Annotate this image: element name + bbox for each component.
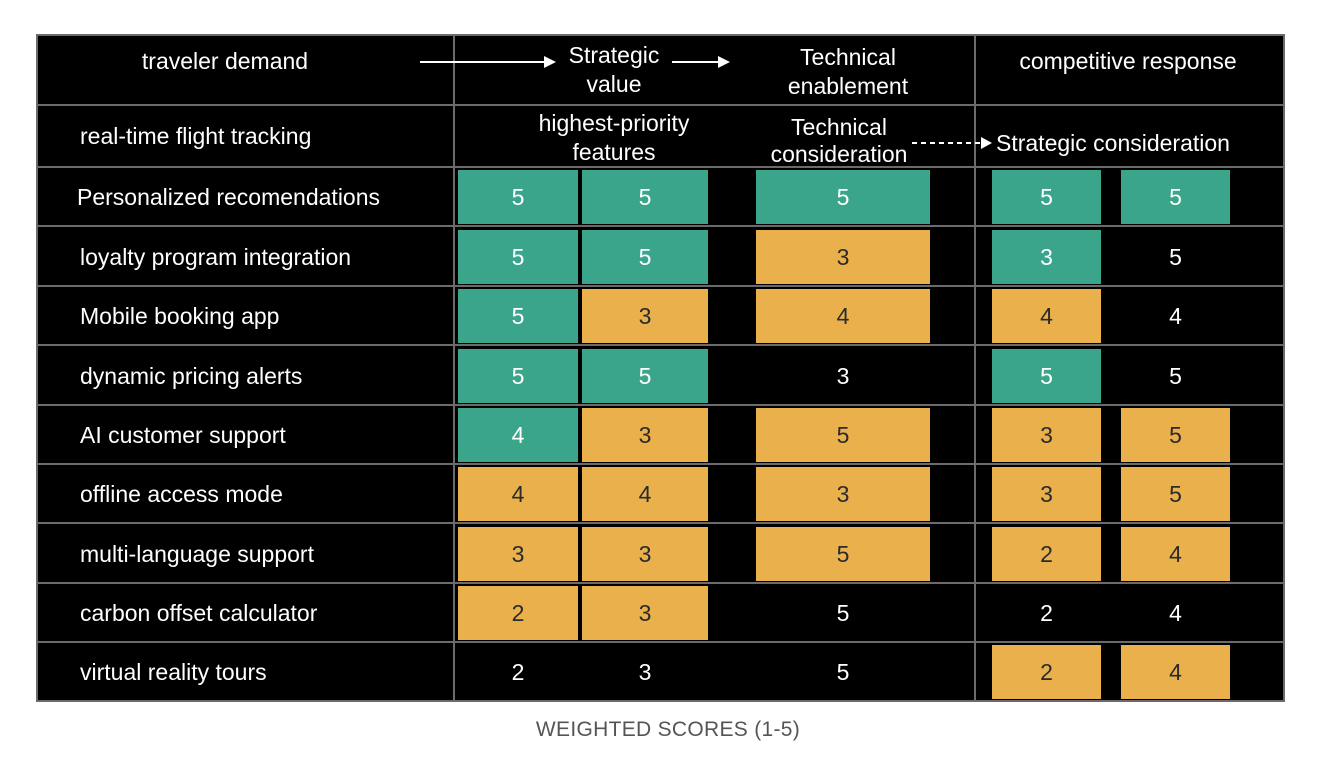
row-label: offline access mode xyxy=(80,481,283,507)
score-cell: 5 xyxy=(458,349,578,403)
score-cell: 5 xyxy=(458,230,578,284)
grid-line xyxy=(36,582,1285,584)
score-cell: 5 xyxy=(1121,408,1230,462)
grid-line xyxy=(453,34,455,702)
row-label: Personalized recomendations xyxy=(77,184,381,210)
score-cell: 5 xyxy=(458,170,578,224)
score-cell: 4 xyxy=(458,408,578,462)
score-cell: 3 xyxy=(582,527,708,581)
score-cell: 4 xyxy=(1169,599,1182,626)
score-cell: 5 xyxy=(836,599,850,626)
score-cell: 2 xyxy=(511,658,525,685)
header-traveler-demand: traveler demand xyxy=(141,48,309,74)
score-cell: 5 xyxy=(992,349,1101,403)
score-cell: 5 xyxy=(1121,170,1230,224)
row-label: virtual reality tours xyxy=(80,659,267,685)
row-label: carbon offset calculator xyxy=(80,600,318,626)
score-cell: 3 xyxy=(992,230,1101,284)
grid-line xyxy=(36,641,1285,643)
grid-line xyxy=(36,404,1285,406)
flow-arrow xyxy=(672,56,730,68)
score-cell: 2 xyxy=(992,645,1101,699)
score-cell: 5 xyxy=(458,289,578,343)
score-cell: 5 xyxy=(582,230,708,284)
score-cell: 2 xyxy=(458,586,578,640)
score-cell: 5 xyxy=(1169,362,1182,389)
score-cell: 3 xyxy=(756,230,930,284)
score-cell: 2 xyxy=(1040,599,1053,626)
grid-line xyxy=(36,285,1285,287)
grid-line xyxy=(36,522,1285,524)
header-competitive-response: competitive response xyxy=(1019,48,1237,74)
score-cell: 3 xyxy=(992,467,1101,521)
score-cell: 3 xyxy=(992,408,1101,462)
header-highest-priority: highest-priority features xyxy=(538,110,690,165)
score-cell: 5 xyxy=(1121,467,1230,521)
score-cell: 4 xyxy=(1121,527,1230,581)
score-cell: 5 xyxy=(992,170,1101,224)
grid-line xyxy=(36,166,1285,168)
score-cell: 3 xyxy=(582,408,708,462)
header-technical-enablement: Technical enablement xyxy=(787,44,909,99)
dashed-arrow xyxy=(912,137,992,149)
score-cell: 4 xyxy=(992,289,1101,343)
grid-line xyxy=(974,34,976,702)
score-cell: 2 xyxy=(992,527,1101,581)
row-label: Mobile booking app xyxy=(80,303,280,329)
score-cell: 3 xyxy=(458,527,578,581)
row-label: loyalty program integration xyxy=(80,244,352,270)
header-flight-tracking: real-time flight tracking xyxy=(80,123,312,149)
grid-line xyxy=(36,463,1285,465)
footer-caption: WEIGHTED SCORES (1-5) xyxy=(535,718,801,741)
score-cell: 3 xyxy=(582,586,708,640)
row-label: dynamic pricing alerts xyxy=(80,363,303,389)
grid-line xyxy=(36,344,1285,346)
score-cell: 5 xyxy=(756,527,930,581)
score-cell: 4 xyxy=(756,289,930,343)
flow-arrow xyxy=(420,56,556,68)
row-label: AI customer support xyxy=(80,422,286,448)
score-cell: 5 xyxy=(756,408,930,462)
header-strategic-value: Strategic value xyxy=(568,42,660,97)
header-technical-consideration: Technical consideration xyxy=(770,114,908,167)
score-cell: 4 xyxy=(582,467,708,521)
grid-line xyxy=(36,225,1285,227)
score-cell: 3 xyxy=(582,289,708,343)
score-cell: 4 xyxy=(1121,645,1230,699)
row-label: multi-language support xyxy=(80,541,314,567)
score-cell: 4 xyxy=(1169,302,1182,329)
score-cell: 3 xyxy=(836,362,850,389)
score-cell: 5 xyxy=(582,349,708,403)
score-cell: 5 xyxy=(1169,243,1182,270)
score-cell: 5 xyxy=(756,170,930,224)
score-cell: 5 xyxy=(582,170,708,224)
score-cell: 4 xyxy=(458,467,578,521)
score-cell: 3 xyxy=(638,658,652,685)
header-strategic-consideration: Strategic consideration xyxy=(996,130,1230,156)
grid-line xyxy=(36,104,1285,106)
score-cell: 3 xyxy=(756,467,930,521)
score-cell: 5 xyxy=(836,658,850,685)
